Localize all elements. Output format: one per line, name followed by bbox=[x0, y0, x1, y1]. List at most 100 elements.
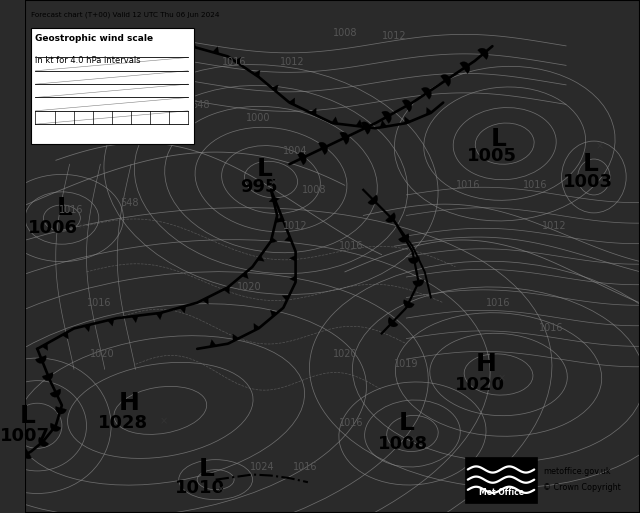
Polygon shape bbox=[289, 98, 295, 105]
Polygon shape bbox=[119, 56, 125, 64]
Polygon shape bbox=[275, 217, 282, 223]
Text: 1016: 1016 bbox=[292, 462, 317, 472]
Text: 548: 548 bbox=[191, 100, 209, 110]
Text: 1020: 1020 bbox=[333, 349, 357, 359]
Polygon shape bbox=[477, 48, 488, 60]
Text: H: H bbox=[119, 391, 140, 415]
Text: 1016: 1016 bbox=[59, 205, 83, 215]
Text: ×: × bbox=[497, 373, 506, 384]
Text: in kt for 4.0 hPa intervals: in kt for 4.0 hPa intervals bbox=[35, 56, 141, 66]
Polygon shape bbox=[310, 108, 316, 115]
Polygon shape bbox=[254, 323, 260, 330]
Polygon shape bbox=[319, 142, 328, 155]
Polygon shape bbox=[361, 122, 371, 134]
Text: L: L bbox=[398, 411, 414, 435]
Polygon shape bbox=[271, 85, 278, 92]
Text: 1016: 1016 bbox=[166, 77, 191, 87]
Polygon shape bbox=[381, 111, 391, 123]
Polygon shape bbox=[404, 116, 410, 124]
Polygon shape bbox=[356, 120, 362, 127]
Bar bbox=[31, 28, 194, 144]
Text: 1016: 1016 bbox=[524, 180, 548, 190]
Text: 1004: 1004 bbox=[284, 146, 308, 156]
Text: L: L bbox=[583, 152, 599, 176]
Polygon shape bbox=[426, 108, 433, 115]
Polygon shape bbox=[42, 343, 48, 350]
Text: 1016: 1016 bbox=[339, 418, 364, 428]
Polygon shape bbox=[108, 319, 114, 326]
Text: 1010: 1010 bbox=[175, 479, 225, 498]
Polygon shape bbox=[282, 295, 289, 301]
Polygon shape bbox=[273, 197, 280, 203]
Text: 1008: 1008 bbox=[302, 185, 326, 195]
Polygon shape bbox=[212, 47, 219, 54]
Polygon shape bbox=[253, 70, 260, 77]
Polygon shape bbox=[421, 87, 431, 100]
Text: L: L bbox=[257, 157, 273, 181]
Text: 1005: 1005 bbox=[467, 147, 517, 166]
Polygon shape bbox=[56, 406, 67, 414]
Text: ×: × bbox=[77, 222, 86, 232]
Text: 995: 995 bbox=[240, 178, 278, 196]
Text: ×: × bbox=[270, 177, 278, 187]
Polygon shape bbox=[241, 272, 248, 279]
Text: 1000: 1000 bbox=[246, 113, 271, 123]
Polygon shape bbox=[51, 423, 61, 431]
Polygon shape bbox=[202, 297, 209, 304]
Text: 1024: 1024 bbox=[250, 462, 274, 472]
Text: H: H bbox=[476, 352, 497, 376]
Polygon shape bbox=[234, 57, 241, 64]
Polygon shape bbox=[289, 255, 296, 261]
Text: 1007: 1007 bbox=[0, 427, 50, 445]
Polygon shape bbox=[388, 317, 398, 327]
Polygon shape bbox=[210, 340, 216, 347]
Text: L: L bbox=[57, 196, 73, 220]
Text: 1020: 1020 bbox=[455, 376, 505, 394]
Polygon shape bbox=[42, 372, 53, 380]
Text: 1020: 1020 bbox=[90, 349, 114, 359]
Polygon shape bbox=[179, 306, 186, 313]
Polygon shape bbox=[189, 40, 196, 47]
Polygon shape bbox=[164, 42, 172, 49]
Polygon shape bbox=[297, 152, 307, 165]
Text: 1016: 1016 bbox=[339, 241, 364, 251]
Text: ×: × bbox=[410, 435, 418, 445]
Text: L: L bbox=[20, 404, 36, 427]
Polygon shape bbox=[38, 437, 49, 446]
Polygon shape bbox=[62, 332, 68, 339]
Polygon shape bbox=[404, 300, 414, 308]
Text: L: L bbox=[491, 127, 506, 150]
Text: metoffice.gov.uk: metoffice.gov.uk bbox=[543, 467, 611, 476]
Text: 1012: 1012 bbox=[280, 56, 305, 67]
Polygon shape bbox=[440, 74, 451, 87]
Polygon shape bbox=[156, 312, 163, 320]
Polygon shape bbox=[289, 276, 296, 282]
Text: 1016: 1016 bbox=[456, 180, 480, 190]
Text: ×: × bbox=[159, 417, 168, 427]
Text: 1016: 1016 bbox=[539, 323, 563, 333]
Polygon shape bbox=[141, 47, 147, 54]
Polygon shape bbox=[269, 197, 276, 202]
Text: 1028: 1028 bbox=[99, 414, 148, 432]
Polygon shape bbox=[368, 195, 378, 205]
Polygon shape bbox=[233, 334, 239, 341]
Text: 1012: 1012 bbox=[381, 31, 406, 41]
Polygon shape bbox=[84, 324, 90, 331]
Polygon shape bbox=[408, 256, 419, 264]
Text: 1008: 1008 bbox=[378, 435, 428, 453]
Polygon shape bbox=[413, 280, 424, 286]
Polygon shape bbox=[223, 287, 229, 294]
Polygon shape bbox=[277, 216, 284, 222]
Text: 1016: 1016 bbox=[86, 298, 111, 308]
Text: 1020: 1020 bbox=[237, 282, 262, 292]
Polygon shape bbox=[385, 212, 396, 223]
Text: ×: × bbox=[216, 484, 225, 494]
Text: 1012: 1012 bbox=[541, 221, 566, 231]
Text: 1019: 1019 bbox=[394, 359, 419, 369]
Polygon shape bbox=[257, 255, 264, 261]
Polygon shape bbox=[340, 132, 349, 145]
Polygon shape bbox=[402, 100, 412, 112]
Polygon shape bbox=[50, 389, 61, 397]
Text: 1016: 1016 bbox=[222, 56, 246, 67]
Text: © Crown Copyright: © Crown Copyright bbox=[543, 483, 621, 492]
